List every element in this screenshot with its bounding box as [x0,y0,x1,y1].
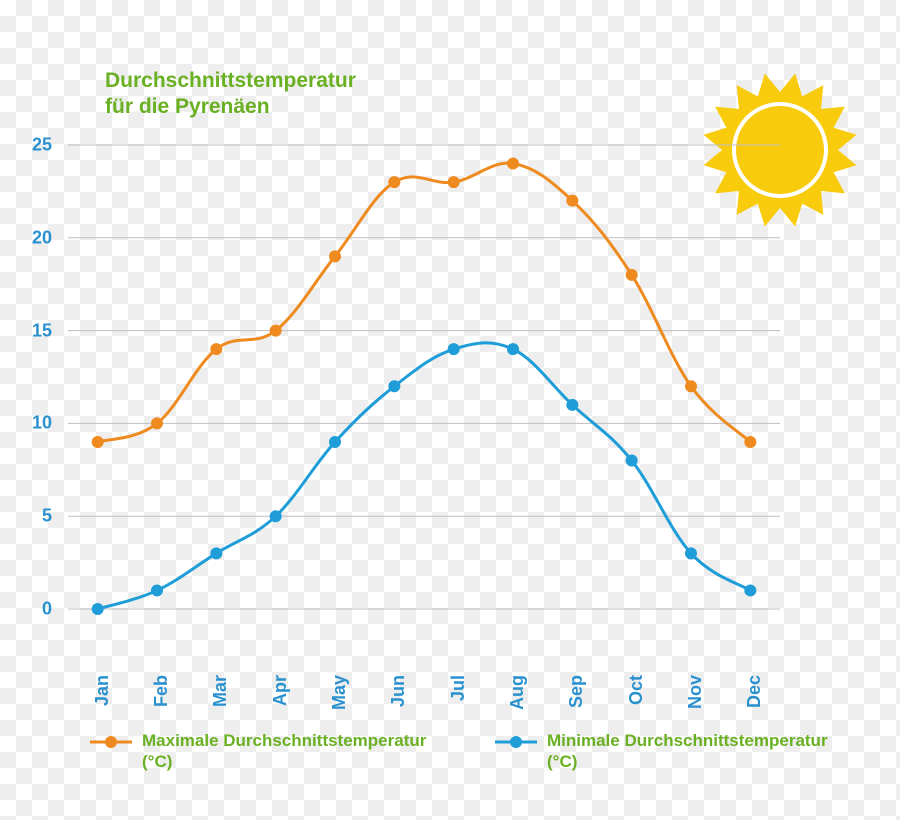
chart-container: Durchschnittstemperatur für die Pyrenäen… [0,0,900,820]
legend-swatch-max [90,734,132,750]
xtick-label: Oct [626,675,647,705]
legend: Maximale Durchschnittstemperatur (°C) Mi… [90,730,850,773]
ytick-label: 0 [0,599,52,620]
chart-series [92,158,757,615]
legend-item-min: Minimale Durchschnittstemperatur (°C) [495,730,850,773]
xtick-label: Feb [151,675,172,707]
xtick-label: Jun [388,675,409,707]
xtick-label: Aug [507,675,528,710]
ytick-label: 10 [0,413,52,434]
xtick-label: Sep [566,675,587,708]
xtick-label: Jan [92,675,113,706]
ytick-label: 20 [0,227,52,248]
legend-label-max: Maximale Durchschnittstemperatur (°C) [142,730,445,773]
ytick-label: 15 [0,320,52,341]
ytick-label: 5 [0,506,52,527]
xtick-label: Nov [685,675,706,709]
xtick-label: Mar [210,675,231,707]
ytick-label: 25 [0,135,52,156]
legend-label-min: Minimale Durchschnittstemperatur (°C) [547,730,850,773]
legend-swatch-min [495,734,537,750]
xtick-label: Apr [270,675,291,706]
xtick-label: Dec [744,675,765,708]
sun-icon [703,73,856,226]
xtick-label: Jul [448,675,469,701]
legend-item-max: Maximale Durchschnittstemperatur (°C) [90,730,445,773]
gridlines [68,145,780,609]
xtick-label: May [329,675,350,710]
